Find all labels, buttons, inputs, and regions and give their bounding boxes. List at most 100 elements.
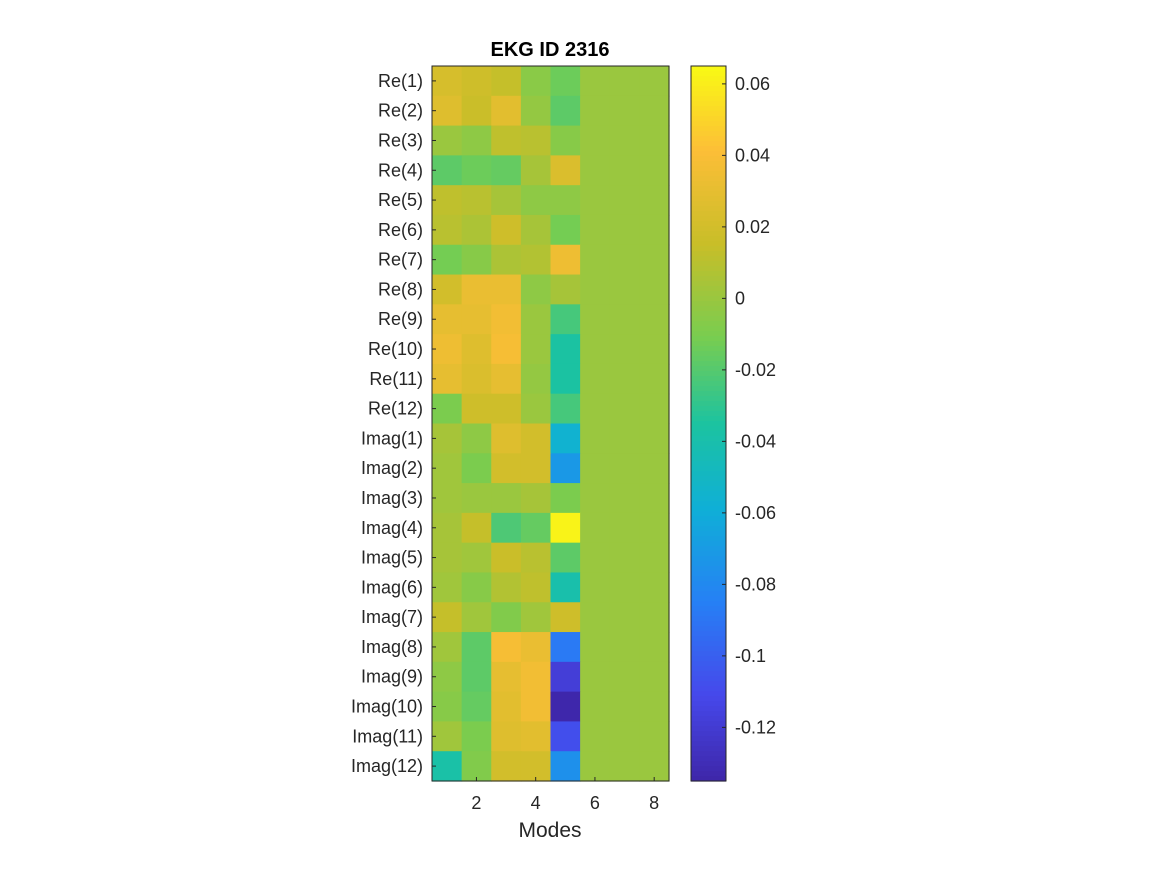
heatmap-cell xyxy=(609,572,640,603)
heatmap-cell xyxy=(609,453,640,484)
colorbar-segment xyxy=(691,401,726,407)
colorbar-segment xyxy=(691,521,726,527)
heatmap-cell xyxy=(432,572,463,603)
heatmap-cell xyxy=(639,125,670,156)
heatmap-cell xyxy=(550,155,581,186)
colorbar-segment xyxy=(691,91,726,97)
heatmap-cell xyxy=(639,185,670,216)
colorbar-segment xyxy=(691,356,726,362)
heatmap-cell xyxy=(491,363,522,395)
colorbar-segment xyxy=(691,671,726,677)
heatmap-cell xyxy=(491,214,522,246)
colorbar-segment xyxy=(691,746,726,752)
row-label: Imag(11) xyxy=(352,726,423,746)
heatmap-cell xyxy=(580,274,611,305)
heatmap-cell xyxy=(432,483,463,514)
heatmap-cell xyxy=(639,66,670,97)
heatmap-cell xyxy=(639,661,670,693)
colorbar-segment xyxy=(691,406,726,412)
colorbar-segment xyxy=(691,126,726,132)
colorbar-segment xyxy=(691,731,726,737)
heatmap-cell xyxy=(491,125,522,156)
colorbar-segment xyxy=(691,651,726,657)
colorbar-tick-label: 0.04 xyxy=(735,145,770,165)
colorbar-segment xyxy=(691,226,726,232)
heatmap-cell xyxy=(550,721,581,752)
heatmap-cells xyxy=(432,66,670,782)
colorbar-segment xyxy=(691,621,726,627)
colorbar-segment xyxy=(691,646,726,652)
colorbar-segment xyxy=(691,761,726,767)
heatmap-cell xyxy=(491,185,522,216)
colorbar-segment xyxy=(691,276,726,282)
colorbar-segment xyxy=(691,636,726,642)
colorbar-segment xyxy=(691,86,726,92)
heatmap-cell xyxy=(609,214,640,246)
heatmap-cell xyxy=(520,125,552,156)
heatmap-cell xyxy=(491,632,522,663)
heatmap-cell xyxy=(491,572,522,603)
colorbar-tick-label: -0.04 xyxy=(735,431,776,451)
heatmap-cell xyxy=(639,602,670,633)
heatmap-cell xyxy=(461,661,492,693)
heatmap-cell xyxy=(550,125,581,156)
colorbar-segment xyxy=(691,691,726,697)
heatmap-cell xyxy=(639,393,670,425)
heatmap-cell xyxy=(491,274,522,305)
colorbar-segment xyxy=(691,281,726,287)
heatmap-cell xyxy=(609,66,640,97)
heatmap-cell xyxy=(432,453,463,484)
heatmap-cell xyxy=(580,304,611,335)
heatmap-cell xyxy=(609,95,640,127)
colorbar-segment xyxy=(691,556,726,562)
colorbar-segment xyxy=(691,436,726,442)
heatmap-cell xyxy=(609,155,640,186)
heatmap-cell xyxy=(550,542,581,574)
colorbar-segment xyxy=(691,741,726,747)
heatmap-cell xyxy=(461,274,492,305)
heatmap-cell xyxy=(491,751,522,782)
colorbar-segment xyxy=(691,146,726,152)
row-label: Imag(12) xyxy=(351,756,423,776)
heatmap-cell xyxy=(639,483,670,514)
heatmap-cell xyxy=(432,512,463,544)
heatmap-cell xyxy=(639,363,670,395)
colorbar-segment xyxy=(691,506,726,512)
colorbar-segment xyxy=(691,286,726,292)
heatmap-cell xyxy=(491,66,522,97)
colorbar-segment xyxy=(691,176,726,182)
x-tick-label: 8 xyxy=(649,793,659,813)
heatmap-cell xyxy=(520,632,552,663)
heatmap-cell xyxy=(580,751,611,782)
heatmap-cell xyxy=(580,393,611,425)
colorbar-segment xyxy=(691,151,726,157)
heatmap-cell xyxy=(580,185,611,216)
row-label: Imag(3) xyxy=(361,488,423,508)
colorbar-segment xyxy=(691,456,726,462)
heatmap-cell xyxy=(550,393,581,425)
heatmap-cell xyxy=(550,66,581,97)
heatmap-cell xyxy=(639,542,670,574)
heatmap-cell xyxy=(520,304,552,335)
colorbar-segment xyxy=(691,451,726,457)
heatmap-cell xyxy=(432,334,463,365)
colorbar-segment xyxy=(691,581,726,587)
heatmap-cell xyxy=(639,244,670,276)
colorbar-frame xyxy=(690,65,727,782)
colorbar-segment xyxy=(691,596,726,602)
heatmap-cell xyxy=(550,363,581,395)
colorbar-segment xyxy=(691,426,726,432)
colorbar-segment xyxy=(691,696,726,702)
heatmap-cell xyxy=(461,363,492,395)
heatmap-cell xyxy=(550,453,581,484)
colorbar-segment xyxy=(691,701,726,707)
row-label: Re(8) xyxy=(378,279,423,299)
heatmap-cell xyxy=(639,453,670,484)
colorbar-segment xyxy=(691,101,726,107)
colorbar-segment xyxy=(691,216,726,222)
colorbar-segment xyxy=(691,261,726,267)
row-label: Imag(1) xyxy=(361,428,423,448)
heatmap-cell xyxy=(461,95,492,127)
colorbar-segment xyxy=(691,366,726,372)
colorbar-tick-label: -0.12 xyxy=(735,717,776,737)
